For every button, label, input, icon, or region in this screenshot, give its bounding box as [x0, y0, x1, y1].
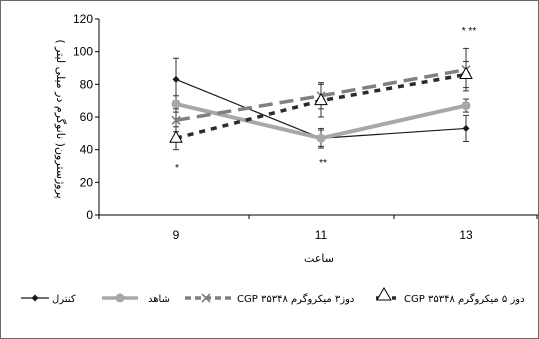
- legend-label: شاهد: [148, 294, 170, 305]
- series-control-marker: [172, 75, 180, 83]
- series-cgp-dose5: [169, 60, 473, 151]
- x-tick-label: 13: [459, 228, 473, 242]
- series-cgp-dose5-marker: [169, 130, 183, 143]
- legend-label: CGP دوز ۵ میکروگرم ۳۵۳۴۸: [404, 293, 525, 305]
- series-sham-marker: [316, 133, 326, 143]
- legend-item-sham: شاهد: [102, 293, 170, 305]
- y-tick-label: 40: [80, 143, 94, 157]
- legend-swatch-marker: [376, 287, 392, 301]
- legend-swatch-marker: [115, 293, 125, 303]
- x-axis-label: ساعت: [304, 252, 334, 265]
- series-cgp-dose5-marker: [459, 66, 473, 80]
- significance-label: * **: [462, 26, 477, 37]
- significance-label: *: [175, 163, 179, 174]
- series-cgp-dose5-marker: [314, 92, 328, 106]
- legend-swatch-marker: [201, 293, 211, 303]
- series-cgp-dose3-marker: [171, 115, 181, 125]
- legend-label: CGP دوز۳ میکروگرم ۳۵۳۴۸: [237, 293, 354, 305]
- legend-item-cgp-dose5: CGP دوز ۵ میکروگرم ۳۵۳۴۸: [376, 287, 525, 305]
- series-sham-marker: [461, 101, 471, 111]
- series-sham: [171, 95, 471, 147]
- x-tick-label: 11: [315, 228, 328, 242]
- legend-swatch-marker: [31, 294, 39, 302]
- chart-annotations: * *** **: [175, 26, 476, 174]
- chart-series: [169, 47, 473, 151]
- y-tick-label: 20: [80, 175, 94, 189]
- legend-label: کنترل: [52, 294, 76, 305]
- y-tick-label: 80: [80, 77, 94, 91]
- y-tick-label: 0: [86, 208, 93, 222]
- chart-axes: 0 20 40 60 80 100 120 9 11 13: [73, 12, 538, 242]
- y-axis-label: پروژسترون( نانوگرم در میلی لیتر ): [54, 39, 67, 198]
- y-tick-label: 120: [73, 12, 93, 26]
- legend-item-control: کنترل: [21, 294, 76, 305]
- y-tick-label: 60: [80, 110, 94, 124]
- significance-label: **: [319, 158, 327, 169]
- y-tick-label: 100: [73, 45, 93, 59]
- legend-item-cgp-dose3: CGP دوز۳ میکروگرم ۳۵۳۴۸: [185, 293, 354, 305]
- x-tick-label: 9: [173, 228, 180, 242]
- chart-legend: کنترل شاهد CGP دوز۳ میکروگرم ۳۵۳۴۸ CGP دوز …: [21, 287, 525, 305]
- series-sham-marker: [171, 99, 181, 109]
- series-control-marker: [462, 124, 470, 132]
